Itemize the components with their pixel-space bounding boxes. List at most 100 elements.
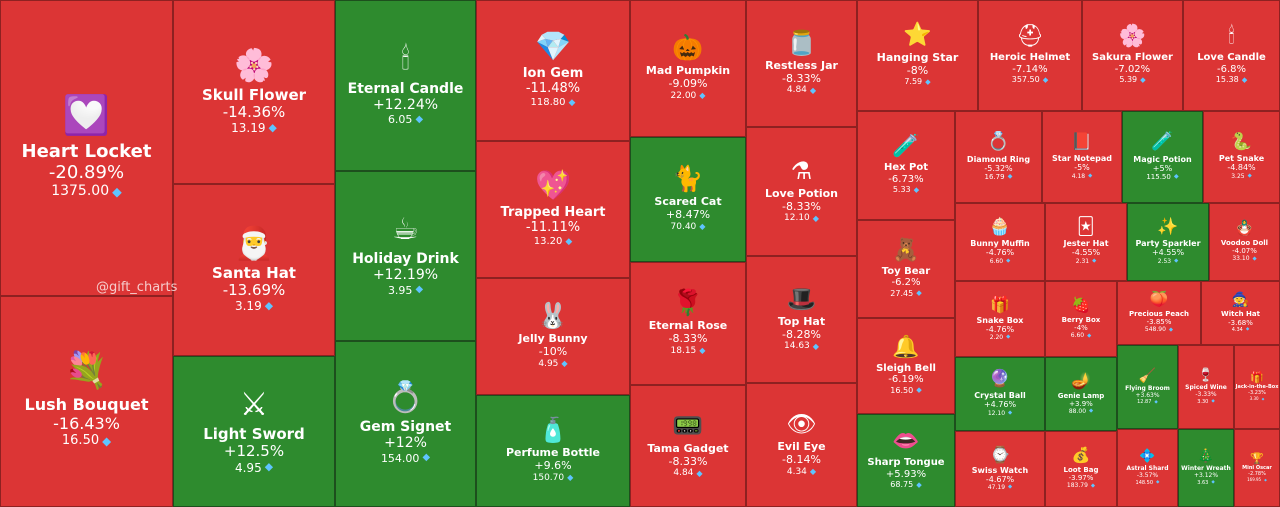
diamond-icon: ◆: [1006, 334, 1011, 341]
tile-price: 3.63 ◆: [1197, 480, 1215, 486]
tile-ring[interactable]: 💍 Gem Signet +12% 154.00 ◆: [335, 341, 476, 507]
tile-shard[interactable]: 💠 Astral Shard -3.57% 148.50 ◆: [1117, 429, 1178, 507]
tile-name: Mini Oscar: [1242, 465, 1272, 472]
tile-price: 5.33 ◆: [893, 185, 919, 195]
tile-jar[interactable]: 🫙 Restless Jar -8.33% 4.84 ◆: [746, 0, 857, 127]
tile-price: 18.15 ◆: [671, 346, 706, 357]
tile-tama-gadget[interactable]: 📟 Tama Gadget -8.33% 4.84 ◆: [630, 385, 746, 507]
tile-change: +12.19%: [372, 267, 439, 284]
love-potion-icon: ⚗: [790, 156, 813, 185]
tile-price: 3.30 ◆: [1250, 396, 1265, 402]
voodoo-doll-icon: 🪆: [1235, 219, 1254, 238]
tile-trapped-heart[interactable]: 💖 Trapped Heart -11.11% 13.20 ◆: [476, 141, 630, 278]
tile-price: 12.87 ◆: [1137, 399, 1158, 405]
tile-name: Restless Jar: [765, 58, 838, 72]
tile-oscar[interactable]: 🏆 Mini Oscar -2.78% 169.95 ◆: [1234, 429, 1280, 507]
broom-icon: 🧹: [1138, 367, 1157, 384]
tile-change: +5%: [1152, 163, 1173, 173]
tile-helmet[interactable]: ⛑ Heroic Helmet -7.14% 357.50 ◆: [978, 0, 1082, 111]
eye-icon: 👁: [786, 410, 817, 439]
tile-change: -4.67%: [985, 474, 1015, 484]
tile-change: -6.19%: [888, 374, 924, 386]
tile-holiday-drink[interactable]: ☕ Holiday Drink +12.19% 3.95 ◆: [335, 171, 476, 341]
tile-magic-potion[interactable]: 🧪 Magic Potion +5% 115.50 ◆: [1122, 111, 1203, 203]
price-value: 3.95: [387, 283, 413, 297]
tile-change: -8.33%: [782, 71, 821, 85]
tile-snake[interactable]: 🐍 Pet Snake -4.84% 3.25 ◆: [1203, 111, 1280, 203]
tile-notepad[interactable]: 📕 Star Notepad -5% 4.18 ◆: [1042, 111, 1122, 203]
price-value: 115.50: [1146, 172, 1171, 181]
tile-bouquet[interactable]: 💐 Lush Bouquet -16.43% 16.50 ◆: [0, 296, 173, 507]
tile-crystal-ball[interactable]: 🔮 Crystal Ball +4.76% 12.10 ◆: [955, 357, 1045, 431]
price-value: 70.40: [670, 221, 697, 232]
tile-name: Sharp Tongue: [867, 457, 945, 469]
tile-love-potion[interactable]: ⚗ Love Potion -8.33% 12.10 ◆: [746, 127, 857, 256]
tile-perfume[interactable]: 🧴 Perfume Bottle +9.6% 150.70 ◆: [476, 395, 630, 507]
tile-bell[interactable]: 🔔 Sleigh Bell -6.19% 16.50 ◆: [857, 318, 955, 414]
tile-heart-locket[interactable]: 💟 Heart Locket -20.89% 1375.00 ◆: [0, 0, 173, 296]
tile-name: Skull Flower: [201, 85, 307, 104]
price-value: 2.20: [989, 334, 1004, 342]
tile-price: 4.84 ◆: [787, 85, 816, 96]
tile-love-candle[interactable]: 🕯 Love Candle -6.8% 15.38 ◆: [1183, 0, 1280, 111]
tile-witch-hat[interactable]: 🧙 Witch Hat -3.68% 4.34 ◆: [1201, 281, 1280, 345]
tile-bunny[interactable]: 🐰 Jelly Bunny -10% 4.95 ◆: [476, 278, 630, 395]
tile-broom[interactable]: 🧹 Flying Broom +3.63% 12.87 ◆: [1117, 345, 1178, 429]
tile-peach[interactable]: 🍑 Precious Peach -3.85% 548.90 ◆: [1117, 281, 1201, 345]
tile-loot-bag[interactable]: 💰 Loot Bag -3.97% 183.79 ◆: [1045, 431, 1117, 507]
tile-name: Flying Broom: [1125, 384, 1170, 392]
tile-voodoo-doll[interactable]: 🪆 Voodoo Doll -4.07% 33.10 ◆: [1209, 203, 1280, 281]
tile-wine[interactable]: 🍷 Spiced Wine -3.33% 3.30 ◆: [1178, 345, 1234, 429]
tile-name: Pet Snake: [1218, 154, 1265, 164]
tile-eye[interactable]: 👁 Evil Eye -8.14% 4.34 ◆: [746, 383, 857, 507]
tile-name: Magic Potion: [1133, 154, 1192, 164]
tile-name: Trapped Heart: [500, 205, 606, 221]
tile-sparkler[interactable]: ✨ Party Sparkler +4.55% 2.53 ◆: [1127, 203, 1209, 281]
tile-price: 118.80 ◆: [531, 97, 576, 109]
tile-santa-hat[interactable]: 🎅 Santa Hat -13.69% 3.19 ◆: [173, 184, 335, 356]
tile-gem[interactable]: 💎 Ion Gem -11.48% 118.80 ◆: [476, 0, 630, 141]
diamond-icon: ◆: [1008, 484, 1013, 491]
tile-sakura[interactable]: 🌸 Sakura Flower -7.02% 5.39 ◆: [1082, 0, 1183, 111]
skull-flower-icon: 🌸: [234, 45, 274, 84]
tile-name: Sakura Flower: [1092, 52, 1173, 64]
tile-star[interactable]: ⭐ Hanging Star -8% 7.59 ◆: [857, 0, 978, 111]
diamond-icon: ◆: [268, 120, 277, 134]
tile-name: Evil Eye: [777, 440, 826, 454]
loot-bag-icon: 💰: [1071, 446, 1091, 465]
tile-name: Love Candle: [1197, 52, 1266, 64]
tile-price: 4.34 ◆: [1232, 327, 1250, 333]
tile-jack-box[interactable]: 🎁 Jack-in-the-Box -3.23% 3.30 ◆: [1234, 345, 1280, 429]
tile-light-sword[interactable]: ⚔ Light Sword +12.5% 4.95 ◆: [173, 356, 335, 507]
diamond-icon: ◆: [1211, 399, 1215, 405]
tile-muffin[interactable]: 🧁 Bunny Muffin -4.76% 6.60 ◆: [955, 203, 1045, 281]
price-value: 3.63: [1197, 479, 1209, 486]
tile-skull-flower[interactable]: 🌸 Skull Flower -14.36% 13.19 ◆: [173, 0, 335, 184]
tile-watch[interactable]: ⌚ Swiss Watch -4.67% 47.19 ◆: [955, 431, 1045, 507]
tile-snake-box[interactable]: 🎁 Snake Box -4.76% 2.20 ◆: [955, 281, 1045, 357]
tile-berry-box[interactable]: 🍓 Berry Box -4% 6.60 ◆: [1045, 281, 1117, 357]
tile-change: -16.43%: [53, 413, 120, 433]
tile-top-hat[interactable]: 🎩 Top Hat -8.28% 14.63 ◆: [746, 256, 857, 383]
tile-tongue[interactable]: 👄 Sharp Tongue +5.93% 68.75 ◆: [857, 414, 955, 507]
tile-hex-pot[interactable]: 🧪 Hex Pot -6.73% 5.33 ◆: [857, 111, 955, 220]
tile-cat[interactable]: 🐈 Scared Cat +8.47% 70.40 ◆: [630, 137, 746, 262]
tile-diamond-ring[interactable]: 💍 Diamond Ring -5.32% 16.79 ◆: [955, 111, 1042, 203]
diamond-icon: ◆: [1006, 257, 1011, 264]
tile-change: +12%: [384, 435, 427, 452]
tile-bear[interactable]: 🧸 Toy Bear -6.2% 27.45 ◆: [857, 220, 955, 318]
tile-pumpkin[interactable]: 🎃 Mad Pumpkin -9.09% 22.00 ◆: [630, 0, 746, 137]
tile-lamp[interactable]: 🪔 Genie Lamp +3.9% 88.00 ◆: [1045, 357, 1117, 431]
tile-change: -2.78%: [1248, 471, 1266, 478]
price-value: 12.10: [784, 213, 810, 224]
diamond-icon: ◆: [112, 184, 122, 200]
jack-box-icon: 🎁: [1250, 371, 1264, 385]
tile-wreath[interactable]: 🎄 Winter Wreath +3.12% 3.63 ◆: [1178, 429, 1234, 507]
diamond-icon: ◆: [567, 472, 574, 483]
tile-change: -6.73%: [888, 173, 924, 185]
price-value: 47.19: [987, 484, 1006, 492]
tile-rose[interactable]: 🌹 Eternal Rose -8.33% 18.15 ◆: [630, 262, 746, 385]
diamond-icon: ◆: [699, 221, 706, 232]
tile-candle[interactable]: 🕯 Eternal Candle +12.24% 6.05 ◆: [335, 0, 476, 171]
tile-jester-hat[interactable]: 🃏 Jester Hat -4.55% 2.31 ◆: [1045, 203, 1127, 281]
